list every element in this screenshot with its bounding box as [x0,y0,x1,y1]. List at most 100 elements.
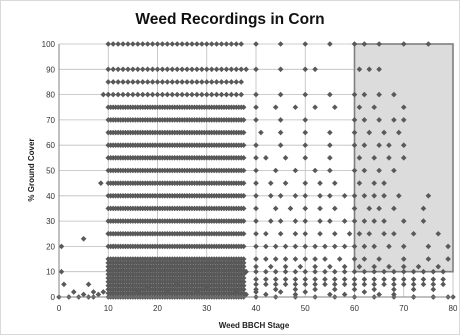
data-point-1497 [327,142,333,148]
data-point-53 [110,91,116,98]
data-point-1498 [351,142,358,148]
data-point-1454 [243,66,249,73]
data-point-1687 [430,281,437,288]
data-point-1390 [240,290,247,297]
data-point-1448 [327,41,333,47]
data-point-1419 [110,243,116,250]
data-point-1403 [70,289,77,295]
data-point-1051 [208,66,215,73]
data-point-1050 [208,41,215,47]
data-point-200 [125,41,131,47]
data-point-1688 [440,281,446,288]
data-point-1471 [272,104,279,111]
data-point-1101 [213,66,220,73]
y-tick-label-9: 90 [46,65,55,74]
y-tick-label-1: 10 [46,268,55,277]
data-point-1667 [430,276,437,283]
data-point-1461 [376,66,382,73]
data-point-1469 [391,91,397,98]
data-point-1571 [277,230,284,237]
data-point-1518 [361,167,368,174]
data-point-451 [149,66,156,73]
data-point-1391 [240,286,247,293]
y-tick-label-2: 20 [46,242,55,251]
data-point-1000 [203,41,210,47]
data-point-1560 [317,218,323,224]
data-point-1696 [391,286,397,293]
data-point-1393 [240,279,247,285]
data-point-1614 [445,256,451,262]
data-point-1663 [391,276,397,283]
data-point-652 [169,79,176,85]
data-point-453 [149,91,156,98]
data-point-350 [139,41,146,47]
data-point-1520 [391,167,397,174]
data-point-1401 [61,281,67,288]
data-point-1446 [277,41,284,47]
data-point-1550 [351,205,358,212]
data-point-1628 [243,268,249,275]
data-point-1494 [253,142,259,148]
data-point-1616 [267,263,274,270]
data-point-1350 [238,41,245,47]
data-point-751 [179,66,185,73]
data-point-1534 [302,193,309,199]
data-point-1410 [58,268,65,275]
data-point-1102 [213,79,220,85]
data-point-1202 [223,79,230,85]
data-point-1698 [430,286,437,293]
data-point-1420 [130,286,136,293]
data-point-351 [139,66,146,73]
data-point-1377 [240,104,247,111]
data-point-1568 [420,218,427,224]
data-point-1572 [292,230,299,237]
data-point-800 [184,41,190,47]
data-point-1621 [341,263,348,270]
data-point-1693 [332,286,338,293]
data-point-1445 [253,41,259,47]
data-point-1426 [184,286,190,293]
data-point-1386 [240,218,247,224]
data-point-1602 [272,256,279,262]
data-point-1482 [361,117,368,123]
data-point-1532 [277,193,284,199]
data-point-1434 [277,289,284,295]
data-point-1570 [263,230,269,237]
data-point-1683 [391,281,397,288]
data-point-1152 [218,79,225,85]
data-point-1642 [381,268,387,275]
data-point-1596 [386,243,392,250]
data-point-1548 [317,205,323,212]
y-tick-label-3: 30 [46,217,55,226]
data-point-1593 [351,243,358,250]
data-point-1656 [322,276,328,283]
data-point-1646 [420,268,427,275]
data-point-1673 [292,281,299,288]
data-point-1456 [277,66,284,73]
data-point-1529 [381,180,387,186]
data-point-952 [199,79,205,85]
data-point-1594 [361,243,368,250]
data-point-1654 [302,276,309,283]
data-point-1103 [213,91,220,98]
data-point-1468 [376,91,382,98]
data-point-1630 [263,268,269,275]
data-point-1579 [381,230,387,237]
data-point-1053 [208,91,215,98]
data-point-1627 [435,263,442,270]
data-point-1574 [317,230,323,237]
data-point-1530 [253,193,259,199]
data-point-752 [179,79,185,85]
data-point-1643 [391,268,397,275]
x-tick-label-1: 10 [104,304,113,313]
data-point-1353 [238,91,245,98]
data-point-1635 [312,268,318,275]
data-point-1600 [253,256,259,262]
data-point-953 [199,91,205,98]
data-point-1474 [332,104,338,111]
data-point-1451 [376,41,382,47]
data-point-1554 [420,205,427,212]
data-point-1611 [376,256,382,262]
data-point-103 [115,91,121,98]
data-point-1587 [292,243,299,250]
